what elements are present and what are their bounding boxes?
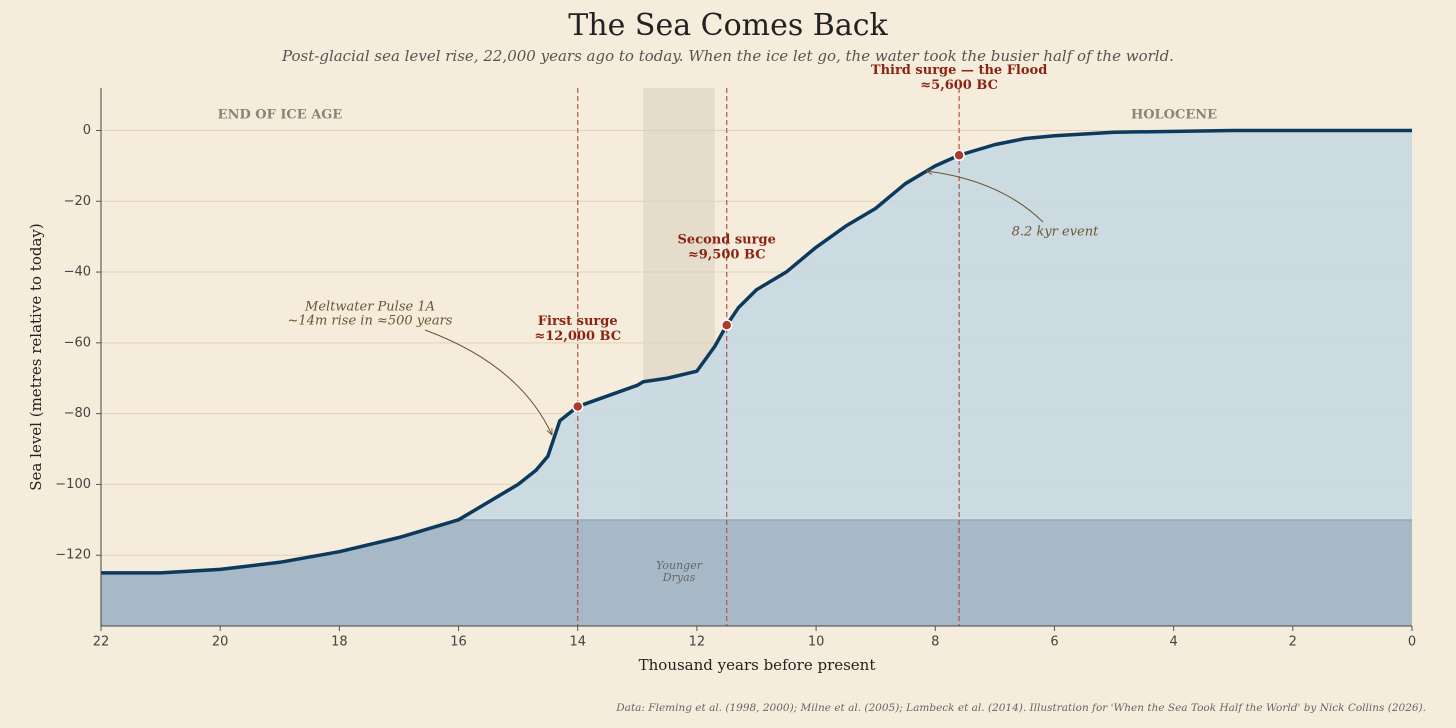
annotation-arrow [926, 171, 1044, 223]
y-tick-label: −20 [64, 194, 91, 209]
event-date: ≈5,600 BC [920, 78, 998, 93]
era-label: HOLOCENE [1131, 108, 1217, 123]
shaded-period-label: Younger [656, 559, 703, 572]
annotation-arrow [424, 329, 552, 435]
event-label: Second surge [678, 233, 776, 248]
drowned-shelf [101, 519, 1412, 626]
y-axis-label: Sea level (metres relative to today) [27, 223, 45, 490]
y-tick-label: −100 [55, 477, 91, 492]
shaded-period-label: Dryas [662, 571, 696, 584]
event-date: ≈9,500 BC [688, 248, 766, 263]
x-tick-label: 8 [931, 635, 939, 650]
era-label: END OF ICE AGE [218, 108, 343, 123]
annotation-text: ~14m rise in ≈500 years [288, 314, 453, 329]
x-tick-label: 12 [689, 635, 706, 650]
y-tick-label: −60 [64, 335, 91, 350]
x-tick-label: 10 [808, 635, 825, 650]
x-tick-label: 22 [93, 635, 110, 650]
y-tick-label: 0 [83, 123, 91, 138]
x-tick-label: 16 [450, 635, 467, 650]
event-point [571, 400, 584, 413]
sea-area [101, 130, 1412, 626]
event-label: First surge [538, 314, 618, 329]
event-date: ≈12,000 BC [534, 329, 621, 344]
x-tick-label: 18 [331, 635, 348, 650]
event-label: Third surge — the Flood [871, 63, 1047, 78]
annotation-text: 8.2 kyr event [1012, 225, 1099, 240]
y-tick-label: −80 [64, 406, 91, 421]
x-tick-label: 4 [1169, 635, 1177, 650]
y-tick-label: −120 [55, 548, 91, 563]
x-tick-label: 20 [212, 635, 229, 650]
x-axis-label: Thousand years before present [639, 656, 876, 674]
chart-subtitle: Post-glacial sea level rise, 22,000 year… [281, 47, 1174, 65]
event-point [953, 149, 965, 161]
annotation-text: Meltwater Pulse 1A [304, 300, 435, 315]
sea-level-line [101, 128, 1412, 575]
chart-title: The Sea Comes Back [568, 8, 888, 43]
event-point [720, 319, 733, 331]
x-tick-label: 0 [1408, 635, 1416, 650]
source-note: Data: Fleming et al. (1998, 2000); Milne… [615, 702, 1426, 714]
y-tick-label: −40 [64, 265, 91, 280]
x-tick-label: 2 [1289, 635, 1297, 650]
x-tick-label: 6 [1050, 635, 1058, 650]
x-tick-label: 14 [569, 635, 586, 650]
